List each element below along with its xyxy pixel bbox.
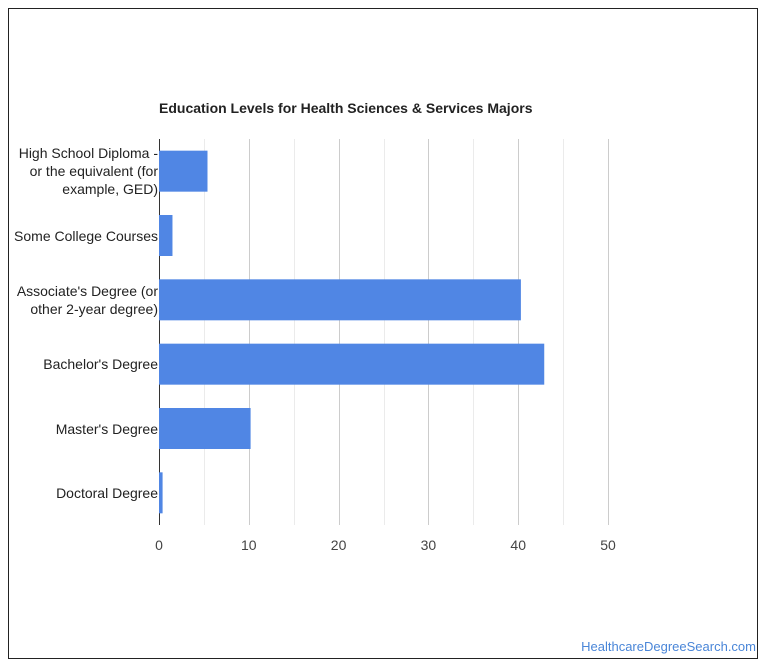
category-label: Doctoral Degree [56, 484, 158, 501]
chart-frame [8, 8, 758, 659]
bar-4 [159, 408, 251, 449]
x-tick-label: 30 [421, 537, 437, 553]
category-label: Master's Degree [55, 420, 158, 437]
category-label: High School Diploma - or the equivalent … [18, 145, 158, 198]
bar-0 [159, 150, 208, 192]
bar-3 [159, 343, 545, 385]
x-tick-label: 40 [510, 537, 526, 553]
category-label: Some College Courses [14, 227, 158, 244]
x-tick-label: 20 [331, 537, 347, 553]
x-tick-label: 10 [241, 537, 257, 553]
x-axis: 0 10 20 30 40 50 [155, 537, 616, 553]
x-tick-label: 50 [600, 537, 616, 553]
bar-5 [159, 472, 163, 514]
gridlines [159, 139, 609, 525]
x-tick-label: 0 [155, 537, 163, 553]
bar-2 [159, 279, 521, 321]
category-label: Bachelor's Degree [43, 356, 158, 373]
source-watermark: HealthcareDegreeSearch.com [581, 639, 756, 654]
chart-title: Education Levels for Health Sciences & S… [159, 100, 533, 116]
category-label: Associate's Degree (or other 2-year degr… [16, 282, 158, 317]
bar-1 [159, 215, 173, 256]
bars [159, 150, 545, 514]
